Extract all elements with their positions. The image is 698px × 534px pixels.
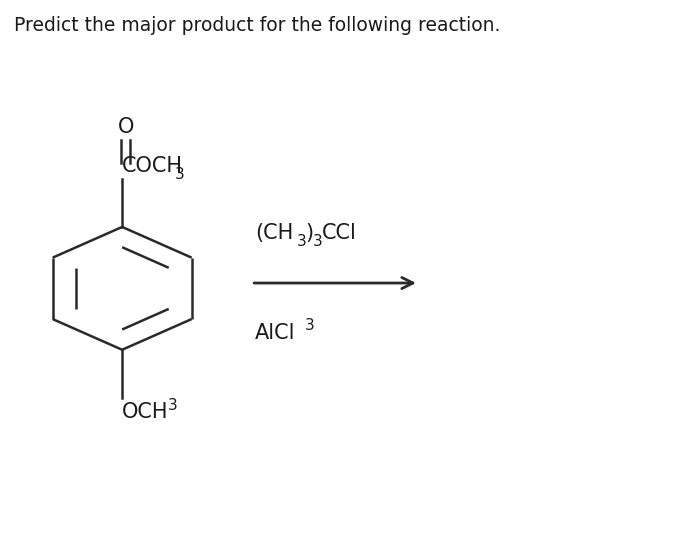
Text: 3: 3 bbox=[174, 167, 184, 182]
Text: (CH: (CH bbox=[255, 223, 293, 243]
Text: COCH: COCH bbox=[122, 156, 183, 176]
Text: AlCl: AlCl bbox=[255, 323, 295, 343]
Text: 3: 3 bbox=[313, 234, 322, 249]
Text: 3: 3 bbox=[305, 318, 315, 333]
Text: ): ) bbox=[306, 223, 314, 243]
Text: 3: 3 bbox=[168, 398, 177, 413]
Text: 3: 3 bbox=[297, 234, 306, 249]
Text: OCH: OCH bbox=[122, 402, 169, 422]
Text: CCl: CCl bbox=[322, 223, 357, 243]
Text: Predict the major product for the following reaction.: Predict the major product for the follow… bbox=[14, 16, 500, 35]
Text: O: O bbox=[117, 117, 134, 137]
